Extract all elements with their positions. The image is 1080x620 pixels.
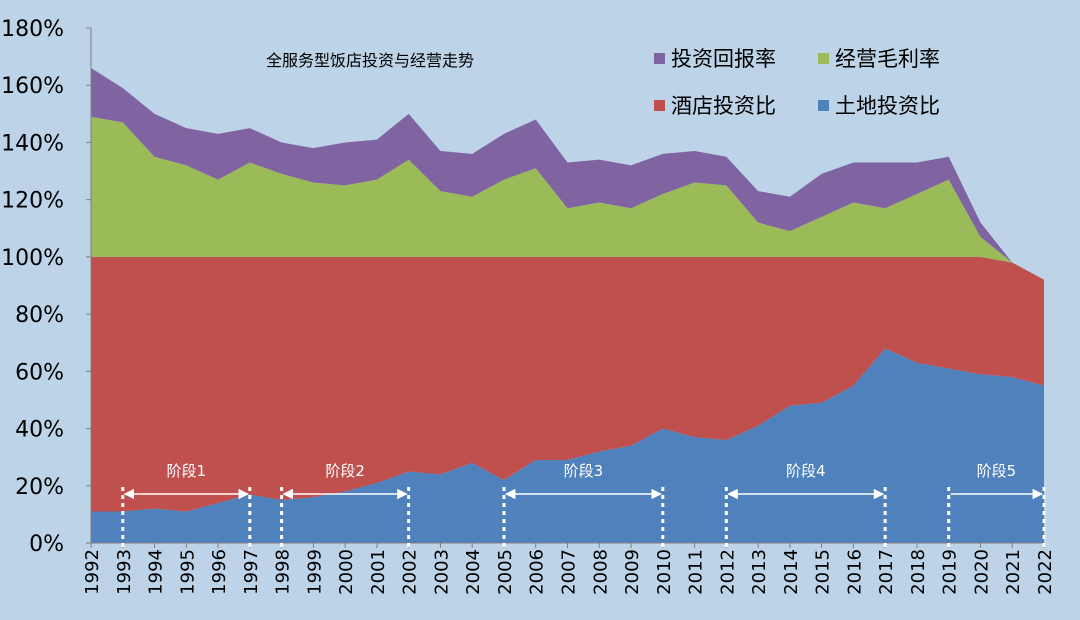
x-tick-label: 2005	[495, 549, 516, 595]
x-tick-label: 2011	[686, 549, 707, 595]
x-tick-label: 2009	[622, 549, 643, 595]
stage-label: 阶段4	[786, 462, 826, 480]
x-tick-label: 2002	[400, 549, 421, 595]
x-tick-label: 2015	[813, 549, 834, 595]
legend-swatch	[654, 100, 665, 111]
x-tick-label: 2001	[368, 549, 389, 595]
y-tick-label: 180%	[1, 17, 64, 42]
y-tick-label: 40%	[15, 418, 64, 443]
legend-swatch	[654, 53, 665, 64]
stage-label: 阶段3	[564, 462, 604, 480]
x-tick-label: 1997	[241, 549, 262, 595]
y-tick-label: 100%	[1, 246, 64, 271]
x-tick-label: 1996	[209, 549, 230, 595]
x-tick-label: 2022	[1035, 549, 1056, 595]
y-tick-label: 80%	[15, 303, 64, 328]
y-tick-label: 20%	[15, 475, 64, 500]
x-tick-label: 2008	[590, 549, 611, 595]
legend-label: 投资回报率	[671, 47, 776, 71]
y-tick-label: 60%	[15, 360, 64, 385]
x-tick-label: 2016	[844, 549, 865, 595]
x-tick-label: 2013	[749, 549, 770, 595]
stage-annotations: 阶段1 阶段2 阶段3 阶段4 阶段5	[121, 462, 1046, 548]
series-area-1	[91, 256, 1044, 512]
x-tick-label: 2007	[559, 549, 580, 595]
x-tick-label: 1992	[82, 549, 103, 595]
x-tick-label: 2017	[876, 549, 897, 595]
x-tick-label: 2000	[336, 549, 357, 595]
legend-swatch	[818, 100, 829, 111]
x-tick-label: 2014	[781, 549, 802, 595]
stage-label: 阶段2	[325, 462, 365, 480]
x-tick-label: 2019	[940, 549, 961, 595]
legend-label: 土地投资比	[835, 94, 940, 118]
x-tick-labels: 1992 1993 1994 1995 1996 1997 1998 1999 2000 2001…	[82, 543, 1056, 595]
x-tick-label: 1998	[273, 549, 294, 595]
y-tick-label: 140%	[1, 131, 64, 156]
y-tick-label: 120%	[1, 189, 64, 214]
series-area-2	[91, 116, 1044, 280]
x-tick-label: 1994	[146, 549, 167, 595]
x-tick-label: 2004	[463, 549, 484, 595]
x-tick-label: 1995	[177, 549, 198, 595]
x-tick-label: 2020	[971, 549, 992, 595]
y-tick-labels: 0% 20% 40% 60% 80% 100% 120% 140% 160% 180%	[1, 17, 91, 557]
x-tick-label: 2010	[654, 549, 675, 595]
x-tick-label: 2021	[1003, 549, 1024, 595]
x-tick-label: 2012	[717, 549, 738, 595]
legend-swatch	[818, 53, 829, 64]
stage-label: 阶段5	[977, 462, 1017, 480]
legend-label: 经营毛利率	[835, 47, 940, 71]
y-tick-label: 160%	[1, 74, 64, 99]
x-tick-label: 2018	[908, 549, 929, 595]
x-tick-label: 2006	[527, 549, 548, 595]
x-tick-label: 2003	[431, 549, 452, 595]
chart-title: 全服务型饭店投资与经营走势	[266, 51, 474, 70]
y-tick-label: 0%	[29, 532, 64, 557]
stage-label: 阶段1	[167, 462, 207, 480]
x-tick-label: 1993	[114, 549, 135, 595]
legend-label: 酒店投资比	[671, 94, 776, 118]
series-area-3	[91, 68, 1044, 280]
x-tick-label: 1999	[304, 549, 325, 595]
